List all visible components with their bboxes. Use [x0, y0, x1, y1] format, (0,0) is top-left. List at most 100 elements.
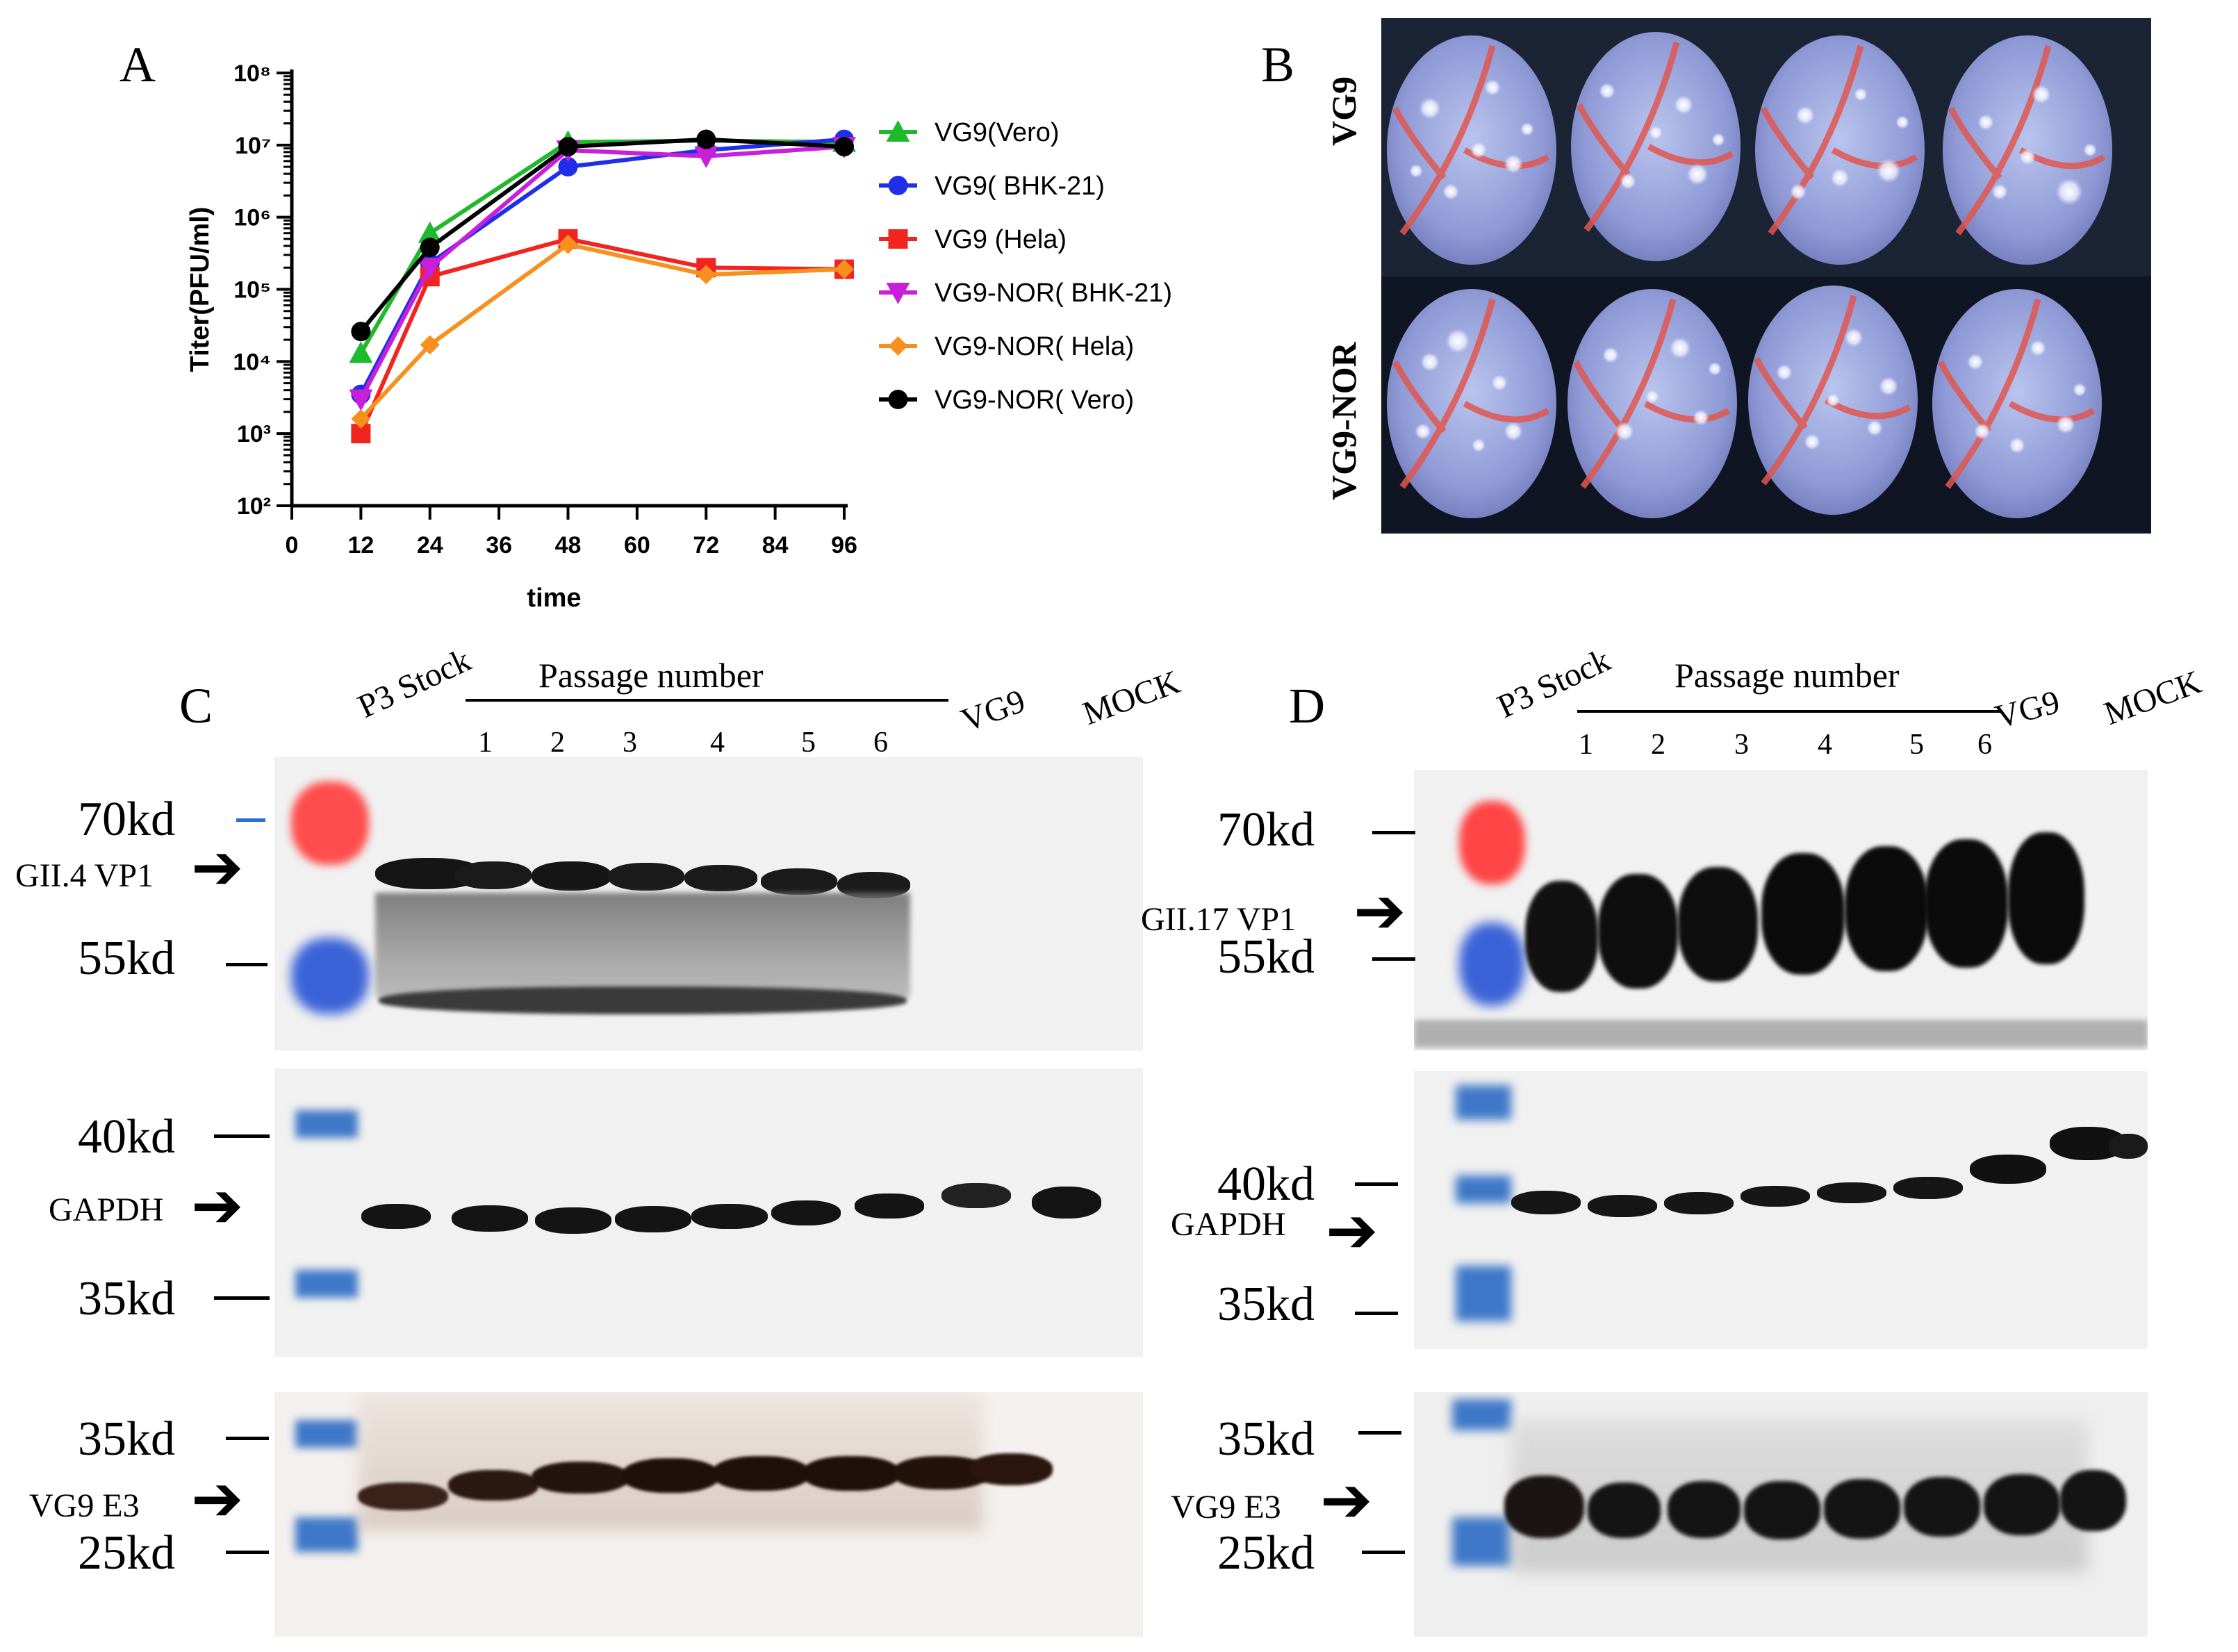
x-tick-label: 0	[286, 532, 299, 559]
c-vp1-tick-70	[236, 818, 265, 822]
data-point	[694, 146, 718, 168]
row-label-vg9-nor: VG9-NOR	[1324, 342, 1363, 500]
data-point	[349, 389, 373, 411]
d-vp1-target: GII.17 VP1	[1141, 901, 1297, 938]
panel-b-label: B	[1261, 37, 1295, 92]
x-tick-label: 36	[486, 532, 512, 559]
d-gapdh-tick-35	[1355, 1312, 1398, 1315]
x-tick-label: 12	[347, 532, 374, 559]
c-p3-stock-label: P3 Stock	[352, 641, 477, 726]
titer-growth-chart: 10² 10³ 10⁴ 10⁵ 10⁶ 10⁷ 10⁸ 0 12 24 36 48 60 72 84 96 ti…	[186, 60, 1172, 613]
d-gapdh-marker-40: 40kd	[1217, 1157, 1315, 1211]
c-vp1-marker-70: 70kd	[78, 793, 175, 846]
cam-membrane	[1755, 35, 1925, 265]
data-point	[418, 221, 442, 243]
cam-membrane	[1932, 289, 2102, 518]
data-point	[834, 137, 854, 157]
d-lane-3: 3	[1734, 729, 1749, 761]
c-lane-3: 3	[623, 727, 637, 759]
d-p3-stock-label: P3 Stock	[1492, 641, 1616, 726]
data-point	[351, 322, 371, 342]
data-point	[351, 408, 371, 429]
x-tick-label: 24	[417, 532, 443, 559]
cam-membrane	[1387, 35, 1556, 265]
c-gapdh-tick-40	[214, 1134, 270, 1138]
y-tick-label: 10⁵	[233, 277, 271, 304]
panel-d-label: D	[1289, 678, 1325, 734]
d-e3-marker-25: 25kd	[1217, 1526, 1315, 1580]
d-lane-4: 4	[1818, 729, 1832, 761]
c-gapdh-arrow: ➔	[191, 1172, 244, 1241]
cam-membrane	[1748, 286, 1918, 515]
data-point	[558, 234, 578, 254]
legend-label: VG9-NOR( BHK-21)	[935, 279, 1172, 308]
cam-membrane	[1387, 289, 1556, 518]
x-tick-label: 96	[831, 532, 857, 559]
d-gapdh-arrow: ➔	[1326, 1197, 1379, 1266]
legend-marker	[888, 336, 908, 356]
d-passage-number-label: Passage number	[1675, 656, 1900, 695]
legend-marker	[888, 390, 908, 409]
y-tick-label: 10⁸	[233, 60, 271, 87]
d-blot-gapdh	[1414, 1071, 2148, 1349]
c-gapdh-marker-35: 35kd	[78, 1272, 175, 1325]
y-tick-label: 10⁴	[233, 349, 271, 375]
data-point	[420, 238, 440, 258]
c-e3-target: VG9 E3	[29, 1487, 140, 1524]
c-e3-arrow: ➔	[191, 1465, 244, 1534]
y-axis-title: Titer(PFU/ml)	[186, 207, 215, 372]
d-gapdh-marker-35: 35kd	[1217, 1278, 1315, 1331]
y-tick-label: 10⁷	[235, 133, 271, 159]
c-e3-tick-25	[226, 1551, 269, 1554]
legend-marker	[886, 120, 910, 142]
c-gapdh-marker-40: 40kd	[78, 1110, 175, 1164]
d-gapdh-target: GAPDH	[1171, 1206, 1286, 1243]
c-lane-5: 5	[801, 727, 816, 759]
c-gapdh-target: GAPDH	[49, 1191, 164, 1228]
data-point	[558, 157, 578, 177]
d-lane-2: 2	[1651, 729, 1665, 761]
d-vg9-label: VG9	[1991, 683, 2064, 736]
d-vp1-arrow: ➔	[1354, 877, 1406, 946]
d-vp1-tick-70	[1372, 831, 1415, 834]
data-point	[418, 258, 442, 280]
d-e3-tick-35	[1358, 1431, 1401, 1435]
data-point	[420, 335, 440, 355]
c-lane-1: 1	[478, 727, 493, 759]
c-vp1-arrow: ➔	[191, 834, 244, 902]
x-tick-label: 84	[762, 532, 789, 559]
d-passage-line	[1577, 710, 2001, 713]
c-blot-gapdh	[274, 1068, 1143, 1357]
d-lane-6: 6	[1977, 729, 1992, 761]
c-e3-marker-35: 35kd	[78, 1412, 175, 1466]
c-vp1-marker-55: 55kd	[78, 932, 175, 985]
c-blot-vp1	[274, 757, 1143, 1050]
c-mock-label: MOCK	[1078, 663, 1185, 733]
d-vp1-tick-55	[1372, 957, 1415, 961]
c-e3-marker-25: 25kd	[78, 1526, 175, 1580]
data-point	[834, 259, 854, 279]
d-mock-label: MOCK	[2099, 663, 2207, 733]
d-e3-marker-35: 35kd	[1217, 1412, 1315, 1466]
y-tick-label: 10²	[237, 493, 271, 520]
c-e3-tick-35	[226, 1437, 269, 1440]
d-blot-vp1	[1414, 770, 2148, 1050]
cam-photo-panel	[1381, 18, 2151, 534]
legend-label: VG9 (Hela)	[935, 225, 1067, 254]
c-vp1-target: GII.4 VP1	[15, 857, 154, 894]
data-point	[696, 265, 716, 285]
c-lane-4: 4	[710, 727, 725, 759]
row-label-vg9: VG9	[1324, 76, 1363, 146]
cam-photo	[1381, 18, 2151, 534]
data-point	[558, 137, 578, 157]
c-lane-6: 6	[873, 727, 888, 759]
cam-membrane	[1571, 32, 1741, 261]
d-vp1-marker-70: 70kd	[1217, 803, 1315, 857]
c-passage-number-label: Passage number	[538, 656, 764, 695]
panel-c-label: C	[179, 678, 213, 734]
x-tick-label: 48	[555, 532, 582, 559]
x-tick-label: 72	[693, 532, 719, 559]
x-axis-title: time	[527, 584, 581, 613]
d-blot-e3	[1414, 1392, 2148, 1637]
legend-marker	[886, 283, 910, 304]
